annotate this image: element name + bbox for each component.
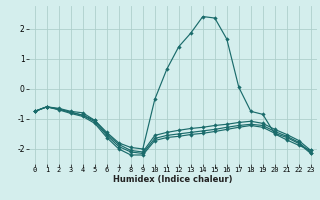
X-axis label: Humidex (Indice chaleur): Humidex (Indice chaleur) <box>113 175 233 184</box>
